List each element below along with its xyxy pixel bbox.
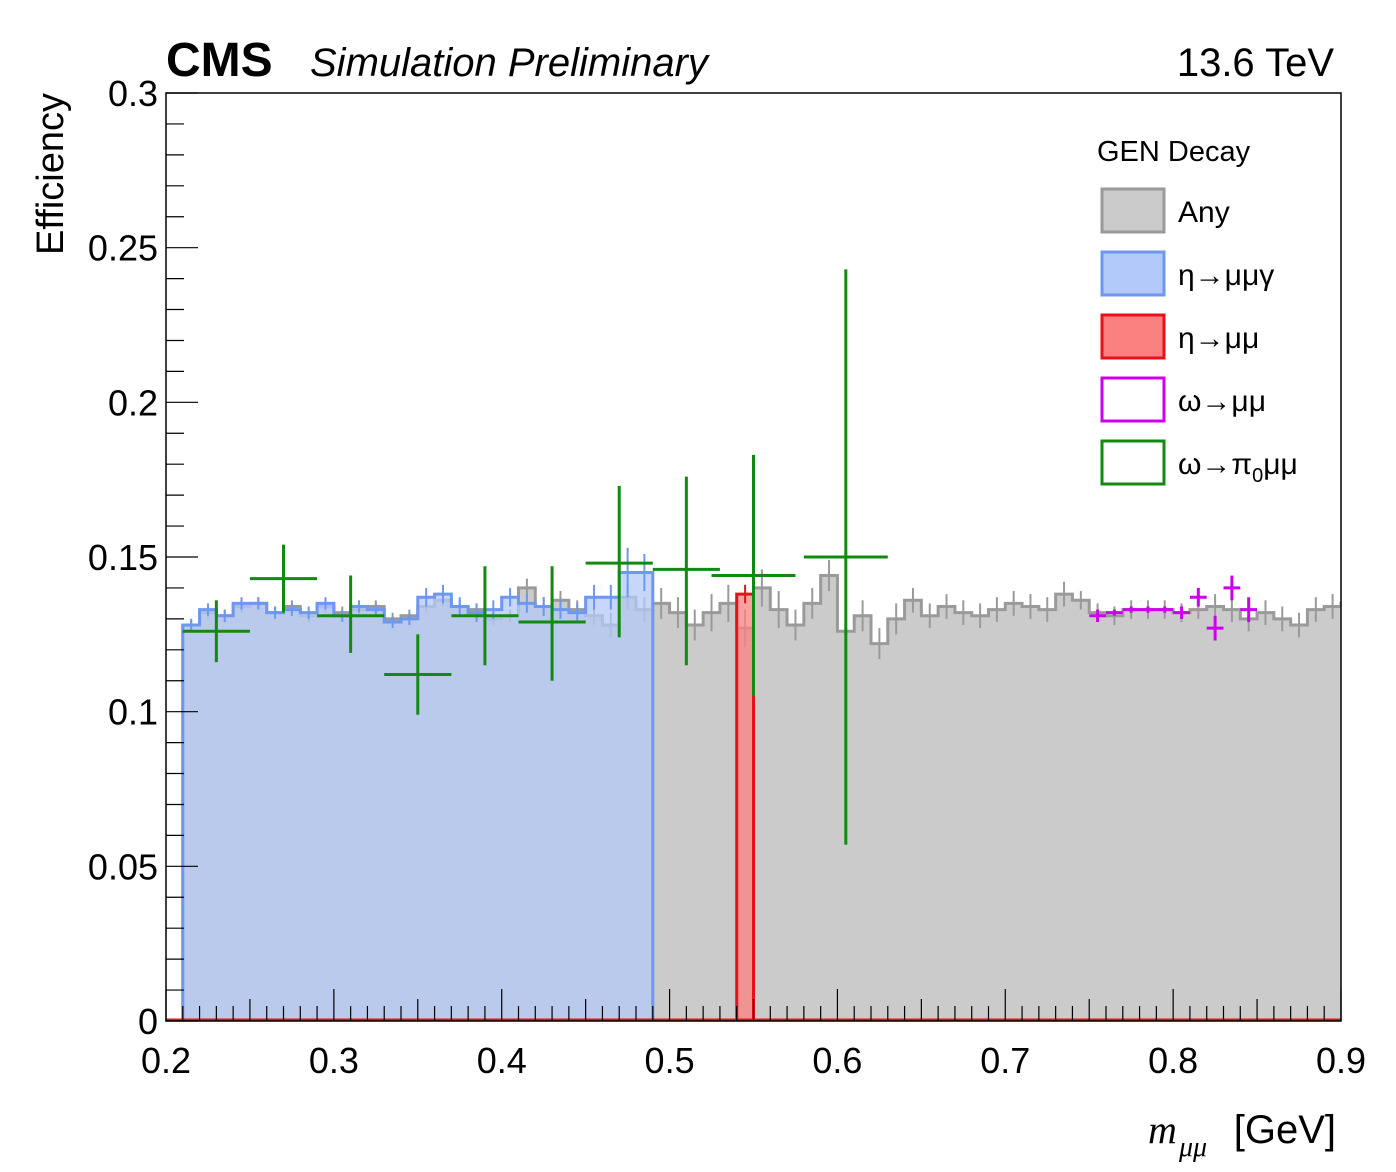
legend-swatch [1100, 439, 1166, 486]
legend: GEN Decay Any η→μμγ η→μμ ω→μμ ω→π0μμ [1097, 136, 1298, 487]
x-tick-label: 0.2 [141, 1040, 191, 1081]
legend-label: ω→μμ [1178, 385, 1266, 418]
y-tick-label: 0.1 [108, 692, 158, 733]
data-point [652, 476, 720, 666]
data-point [585, 485, 653, 638]
data-point [1089, 609, 1106, 622]
x-tick-label: 0.7 [980, 1040, 1030, 1081]
data-point [384, 634, 452, 715]
data-point [451, 566, 519, 666]
energy-label: 13.6 TeV [1177, 41, 1334, 85]
data-point [317, 575, 385, 653]
legend-entry-any: Any [1100, 187, 1230, 234]
legend-entry-eta-to-mumu: η→μμ [1100, 313, 1259, 360]
legend-swatch [1100, 313, 1166, 360]
legend-swatch [1100, 187, 1166, 234]
x-tick-label: 0.6 [812, 1040, 862, 1081]
axis-ticks: 0.2 0.3 0.4 0.5 0.6 0.7 0.8 0.9 0 0.05 0.1 0.15 0.2 0… [88, 73, 1366, 1081]
y-tick-label: 0.2 [108, 382, 158, 423]
x-tick-label: 0.4 [477, 1040, 527, 1081]
data-point [518, 566, 586, 681]
legend-label: η→μμγ [1178, 259, 1274, 292]
legend-label: Any [1178, 196, 1230, 229]
x-axis-symbol: m [1148, 1107, 1177, 1152]
y-axis-title: Efficiency [30, 93, 72, 255]
x-tick-label: 0.5 [645, 1040, 695, 1081]
data-point [249, 544, 318, 613]
data-point [1189, 587, 1207, 607]
series-omega-to-pi0mumu [182, 269, 888, 845]
y-tick-label: 0.3 [108, 73, 158, 114]
data-point [182, 600, 250, 663]
data-point [711, 454, 796, 697]
x-axis-title: [GeV] m μμ [1148, 1107, 1336, 1163]
series-fill [736, 594, 754, 1021]
data-point [1206, 615, 1224, 641]
legend-swatch [1100, 250, 1166, 297]
series-layer [166, 269, 1341, 1021]
legend-swatch [1100, 376, 1166, 423]
data-point [1122, 606, 1140, 613]
series-fill [182, 572, 653, 1021]
y-tick-label: 0.15 [88, 537, 158, 578]
series-outline [181, 574, 1341, 1021]
data-point [1106, 609, 1123, 616]
series-omega-to-mumu [1089, 575, 1258, 641]
data-point [1223, 575, 1241, 601]
data-point [1240, 597, 1258, 622]
data-point [803, 269, 888, 845]
x-tick-label: 0.8 [1148, 1040, 1198, 1081]
y-tick-label: 0 [138, 1001, 158, 1042]
series-eta-to-mumu [735, 584, 755, 1021]
legend-entry-omega-to-pi0mumu: ω→π0μμ [1100, 439, 1298, 487]
data-point [1173, 606, 1190, 619]
series-eta-to-mumugamma [181, 547, 655, 1021]
x-tick-label: 0.9 [1316, 1040, 1366, 1081]
data-point [1156, 606, 1174, 613]
chart-header: CMS Simulation Preliminary 13.6 TeV [166, 34, 1334, 87]
x-axis-subscript: μμ [1178, 1132, 1207, 1163]
legend-label: ω→π0μμ [1178, 448, 1298, 487]
legend-label: η→μμ [1178, 322, 1259, 355]
series-outline [181, 570, 655, 1021]
x-axis-unit: [GeV] [1234, 1108, 1336, 1152]
legend-entry-omega-to-mumu: ω→μμ [1100, 376, 1266, 423]
legend-entry-eta-to-mumugamma: η→μμγ [1100, 250, 1274, 297]
status-label: Simulation Preliminary [310, 41, 711, 85]
y-tick-label: 0.25 [88, 228, 158, 269]
x-tick-label: 0.3 [309, 1040, 359, 1081]
data-point [1139, 606, 1157, 613]
y-tick-label: 0.05 [88, 846, 158, 887]
legend-title: GEN Decay [1097, 136, 1251, 168]
experiment-label: CMS [166, 34, 273, 87]
